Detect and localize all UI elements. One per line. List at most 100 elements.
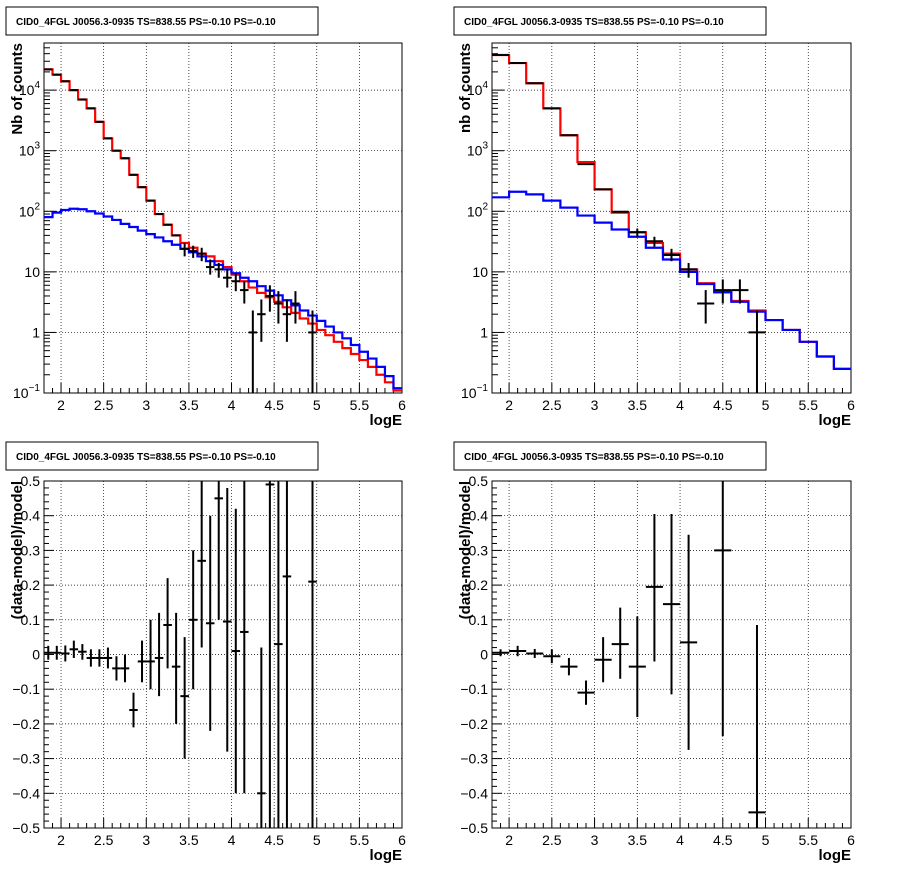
y-tick-label: 104 — [467, 80, 489, 98]
data-point — [509, 62, 527, 65]
y-tick-label: 0.3 — [469, 542, 489, 558]
y-tick-label: 0.2 — [469, 577, 489, 593]
y-tick-exponent: −1 — [477, 383, 489, 394]
y-tick-exponent: 4 — [482, 80, 488, 91]
data-point — [291, 291, 300, 324]
y-tick-base: 10 — [19, 82, 35, 98]
plot-frame — [43, 480, 403, 829]
data-point — [129, 692, 138, 728]
data-point — [257, 299, 266, 342]
y-tick-label: 0.5 — [21, 473, 41, 489]
data-point — [205, 259, 215, 275]
x-tick-label: 6 — [847, 832, 855, 848]
data-point — [197, 481, 206, 648]
x-tick-label: 5.5 — [799, 397, 819, 413]
data-point — [154, 612, 164, 697]
data-point — [214, 263, 223, 278]
data-point — [180, 242, 189, 257]
y-tick-label: −0.1 — [12, 681, 40, 697]
x-tick-label: 5.5 — [350, 832, 370, 848]
data-point — [95, 649, 104, 667]
data-point — [146, 619, 155, 690]
x-tick-label: 3 — [591, 832, 599, 848]
data-point — [265, 481, 275, 828]
data-point — [171, 612, 181, 724]
data-point — [492, 54, 510, 57]
data-point — [223, 487, 232, 752]
y-axis-label: nb of counts — [457, 43, 474, 133]
data-point — [731, 279, 749, 304]
data-point — [526, 648, 544, 658]
y-tick-label: 102 — [19, 201, 41, 219]
chart-panel-1: CID0_4FGL J0056.3-0935 TS=838.55 PS=-0.1… — [5, 6, 406, 429]
data-point — [274, 481, 283, 828]
data-point — [154, 213, 164, 216]
title-box — [453, 6, 767, 36]
y-tick-label: 0.4 — [21, 508, 41, 524]
data-point — [282, 481, 292, 828]
x-tick-label: 4 — [676, 832, 684, 848]
x-tick-label: 6 — [847, 397, 855, 413]
data-point — [240, 281, 249, 304]
data-point — [137, 640, 147, 683]
data-point — [231, 273, 241, 292]
histogram-series-2 — [492, 190, 851, 370]
data-point — [44, 68, 53, 71]
x-tick-label: 4.5 — [264, 397, 284, 413]
y-tick-label: 103 — [19, 141, 41, 159]
chart-panel-2: CID0_4FGL J0056.3-0935 TS=838.55 PS=-0.1… — [453, 6, 855, 429]
y-axis-label: (data-model)/model — [9, 481, 26, 619]
data-point — [120, 157, 130, 160]
data-point — [492, 649, 510, 657]
y-tick-label: −0.4 — [12, 785, 40, 801]
data-point — [120, 654, 130, 683]
data-point — [714, 481, 732, 737]
x-tick-label: 6 — [398, 832, 406, 848]
data-point — [52, 73, 62, 76]
histogram-series-1 — [492, 53, 851, 370]
y-tick-label: −0.1 — [460, 681, 488, 697]
chart-title: CID0_4FGL J0056.3-0935 TS=838.55 PS=-0.1… — [16, 452, 276, 463]
x-tick-label: 3 — [142, 397, 150, 413]
x-tick-label: 3.5 — [179, 832, 199, 848]
x-tick-label: 4 — [228, 397, 236, 413]
y-tick-label: 0 — [32, 647, 40, 663]
data-point — [205, 515, 215, 731]
y-tick-exponent: 2 — [34, 201, 40, 212]
chart-title: CID0_4FGL J0056.3-0935 TS=838.55 PS=-0.1… — [464, 452, 724, 463]
data-point — [282, 299, 292, 342]
data-point — [308, 481, 317, 828]
x-tick-label: 2.5 — [94, 397, 114, 413]
x-axis-label: logE — [370, 412, 403, 429]
data-point — [611, 210, 629, 213]
x-tick-label: 2.5 — [94, 832, 114, 848]
series-group — [44, 481, 317, 828]
x-tick-label: 2.5 — [542, 832, 562, 848]
y-tick-label: 10−1 — [461, 383, 488, 401]
x-tick-label: 5.5 — [799, 832, 819, 848]
y-tick-base: 10 — [19, 203, 35, 219]
chart-panel-4: CID0_4FGL J0056.3-0935 TS=838.55 PS=-0.1… — [453, 441, 855, 864]
x-tick-label: 5.5 — [350, 397, 370, 413]
data-point — [509, 645, 527, 657]
y-tick-label: 0.1 — [21, 612, 41, 628]
data-point — [680, 263, 698, 278]
data-point — [628, 228, 646, 237]
data-point — [61, 645, 70, 662]
data-point — [163, 578, 172, 669]
data-point — [308, 310, 317, 393]
y-axis-label: (data-model)/model — [457, 481, 474, 619]
data-point — [645, 513, 663, 662]
y-tick-label: 10 — [472, 264, 488, 280]
data-point — [197, 247, 206, 262]
data-point — [112, 149, 121, 152]
data-point — [52, 645, 62, 660]
y-tick-label: −0.2 — [460, 716, 488, 732]
data-point — [171, 234, 181, 237]
x-tick-label: 6 — [398, 397, 406, 413]
histogram-series-2 — [44, 207, 402, 390]
data-point — [137, 186, 147, 189]
data-point — [577, 680, 595, 705]
data-point — [714, 279, 732, 304]
data-point — [69, 89, 79, 92]
